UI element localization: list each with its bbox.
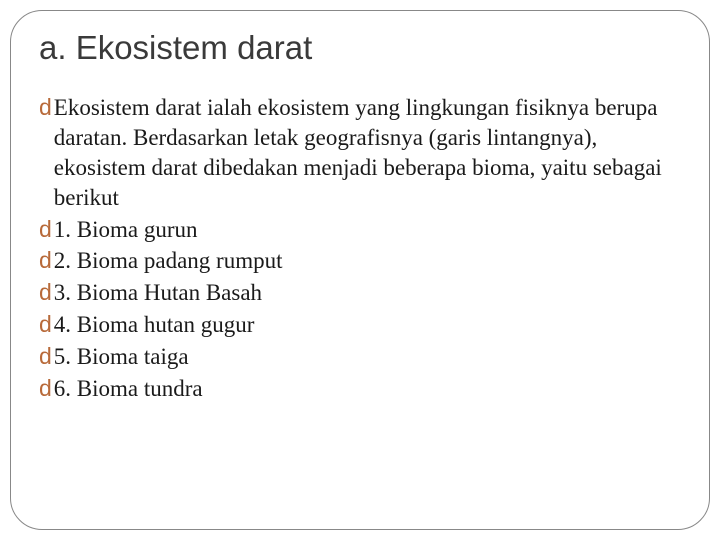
slide-title: a. Ekosistem darat bbox=[39, 29, 681, 67]
bullet-icon: d bbox=[39, 374, 52, 404]
list-item: d 2. Bioma padang rumput bbox=[39, 246, 681, 276]
list-item: d 3. Bioma Hutan Basah bbox=[39, 278, 681, 308]
item-text: Ekosistem darat ialah ekosistem yang lin… bbox=[54, 93, 681, 213]
bullet-icon: d bbox=[39, 215, 52, 245]
list-item: d Ekosistem darat ialah ekosistem yang l… bbox=[39, 93, 681, 213]
item-text: 1. Bioma gurun bbox=[54, 215, 681, 245]
item-text: 5. Bioma taiga bbox=[54, 342, 681, 372]
list-item: d 5. Bioma taiga bbox=[39, 342, 681, 372]
list-item: d 6. Bioma tundra bbox=[39, 374, 681, 404]
bullet-icon: d bbox=[39, 246, 52, 276]
slide-content: d Ekosistem darat ialah ekosistem yang l… bbox=[39, 93, 681, 404]
slide-container: a. Ekosistem darat d Ekosistem darat ial… bbox=[10, 10, 710, 530]
bullet-icon: d bbox=[39, 310, 52, 340]
item-text: 3. Bioma Hutan Basah bbox=[54, 278, 681, 308]
bullet-icon: d bbox=[39, 93, 52, 123]
item-text: 2. Bioma padang rumput bbox=[54, 246, 681, 276]
list-item: d 1. Bioma gurun bbox=[39, 215, 681, 245]
bullet-icon: d bbox=[39, 278, 52, 308]
bullet-icon: d bbox=[39, 342, 52, 372]
item-text: 6. Bioma tundra bbox=[54, 374, 681, 404]
list-item: d 4. Bioma hutan gugur bbox=[39, 310, 681, 340]
item-text: 4. Bioma hutan gugur bbox=[54, 310, 681, 340]
